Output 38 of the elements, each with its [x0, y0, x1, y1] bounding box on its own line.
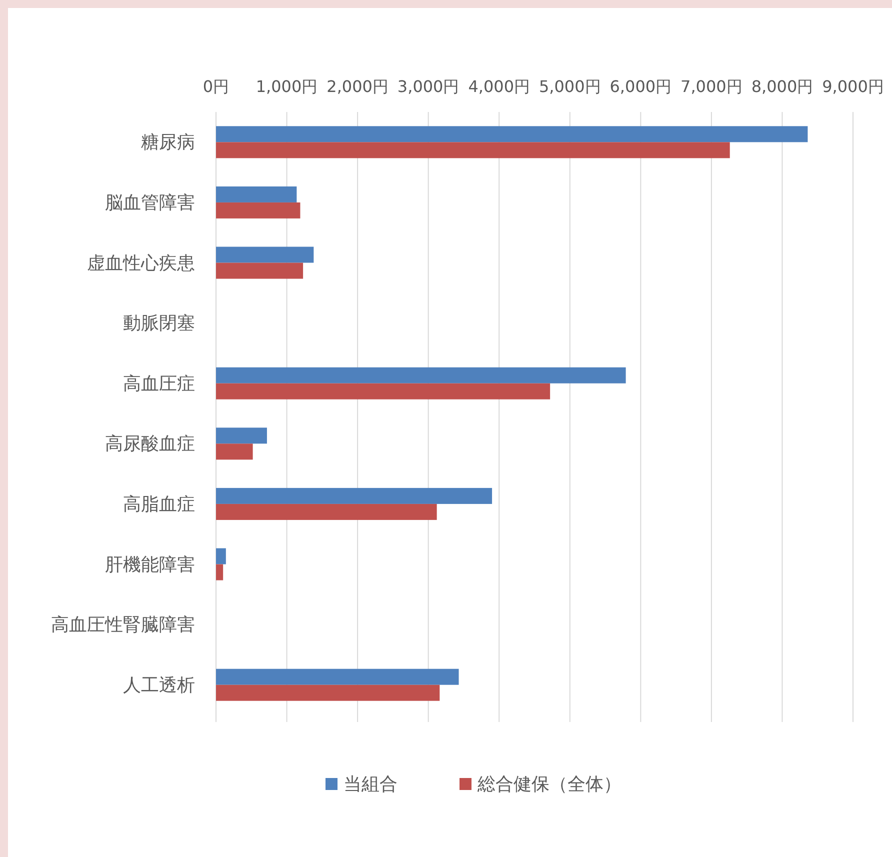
y-tick-label: 高脂血症: [123, 494, 195, 515]
x-tick-label: 4,000円: [468, 77, 530, 96]
x-tick-label: 5,000円: [538, 77, 601, 96]
y-tick-label: 人工透析: [123, 674, 195, 696]
bar: [216, 142, 730, 158]
y-tick-label: 肝機能障害: [105, 554, 195, 576]
x-tick-label: 6,000円: [610, 77, 672, 96]
x-tick-label: 7,000円: [680, 77, 742, 96]
bar: [216, 444, 253, 460]
bar: [216, 126, 808, 142]
bar: [216, 367, 626, 384]
y-tick-label: 糖尿病: [141, 132, 195, 154]
bar: [216, 668, 459, 685]
bar: [216, 564, 224, 580]
x-tick-label: 9,000円: [822, 77, 884, 96]
legend-label: 当組合: [344, 774, 398, 795]
legend-label: 総合健保（全体）: [476, 774, 622, 795]
bar: [216, 186, 297, 202]
bar: [216, 428, 267, 444]
y-tick-label: 高血圧性腎臓障害: [51, 614, 195, 636]
bar: [216, 504, 437, 520]
x-tick-label: 0円: [202, 77, 230, 96]
x-tick-label: 2,000円: [326, 77, 388, 96]
y-tick-label: 虚血性心疾患: [87, 252, 195, 274]
x-tick-label: 1,000円: [256, 77, 318, 96]
bar: [216, 202, 300, 218]
bar: [216, 262, 304, 279]
bar: [216, 246, 314, 263]
y-tick-label: 高尿酸血症: [105, 434, 195, 455]
bar: [216, 548, 226, 564]
x-tick-label: 3,000円: [397, 77, 460, 96]
bar: [216, 684, 440, 701]
y-tick-label: 動脈閉塞: [123, 313, 195, 334]
y-tick-label: 高血圧症: [123, 373, 195, 394]
bar: [216, 488, 492, 504]
y-tick-label: 脳血管障害: [105, 192, 195, 214]
x-tick-label: 8,000円: [751, 77, 814, 96]
bar: [216, 383, 550, 400]
